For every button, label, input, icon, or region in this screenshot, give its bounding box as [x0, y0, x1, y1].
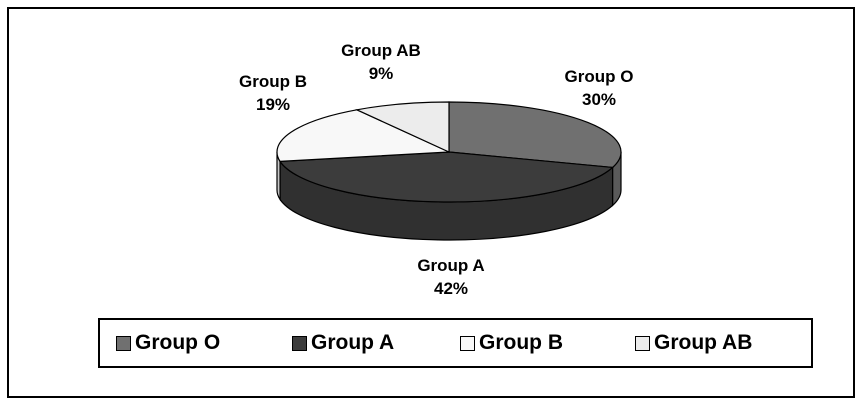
- slice-label-name: Group B: [239, 72, 307, 91]
- pie-top-group: [276, 101, 622, 203]
- legend-swatch: [635, 335, 650, 351]
- legend-item-group-ab: Group AB: [635, 329, 752, 357]
- slice-label-group-b: Group B 19%: [223, 70, 323, 116]
- slice-label-value: 19%: [255, 95, 291, 114]
- slice-label-value: 9%: [368, 64, 394, 83]
- legend-item-group-o: Group O: [116, 329, 220, 357]
- legend-item-group-a: Group A: [292, 329, 394, 357]
- slice-label-group-a: Group A 42%: [401, 254, 501, 300]
- slice-label-name: Group AB: [341, 41, 421, 60]
- legend-label: Group B: [479, 331, 563, 354]
- legend-swatch: [460, 335, 475, 351]
- slice-label-name: Group O: [564, 67, 634, 86]
- pie-slice-group-a: [278, 151, 615, 203]
- slice-label-group-ab: Group AB 9%: [331, 39, 431, 85]
- legend-swatch: [116, 335, 131, 351]
- legend-label: Group A: [311, 331, 395, 354]
- slice-label-value: 42%: [433, 279, 469, 298]
- pie-slice-group-b: [276, 109, 450, 162]
- pie-chart: [276, 101, 622, 241]
- chart-legend: Group O Group A Group B Group AB: [98, 318, 813, 368]
- slice-label-value: 30%: [581, 90, 617, 109]
- pie-slice-group-ab: [354, 101, 450, 153]
- chart-frame: Group O 30% Group A 42% Group B 19% Grou…: [7, 7, 855, 398]
- pie-slice-group-o: [448, 101, 622, 169]
- legend-item-group-b: Group B: [460, 329, 563, 357]
- slice-label-group-o: Group O 30%: [549, 65, 649, 111]
- slice-label-name: Group A: [417, 256, 485, 275]
- legend-swatch: [292, 335, 307, 351]
- legend-label: Group AB: [654, 331, 753, 354]
- legend-label: Group O: [135, 331, 221, 354]
